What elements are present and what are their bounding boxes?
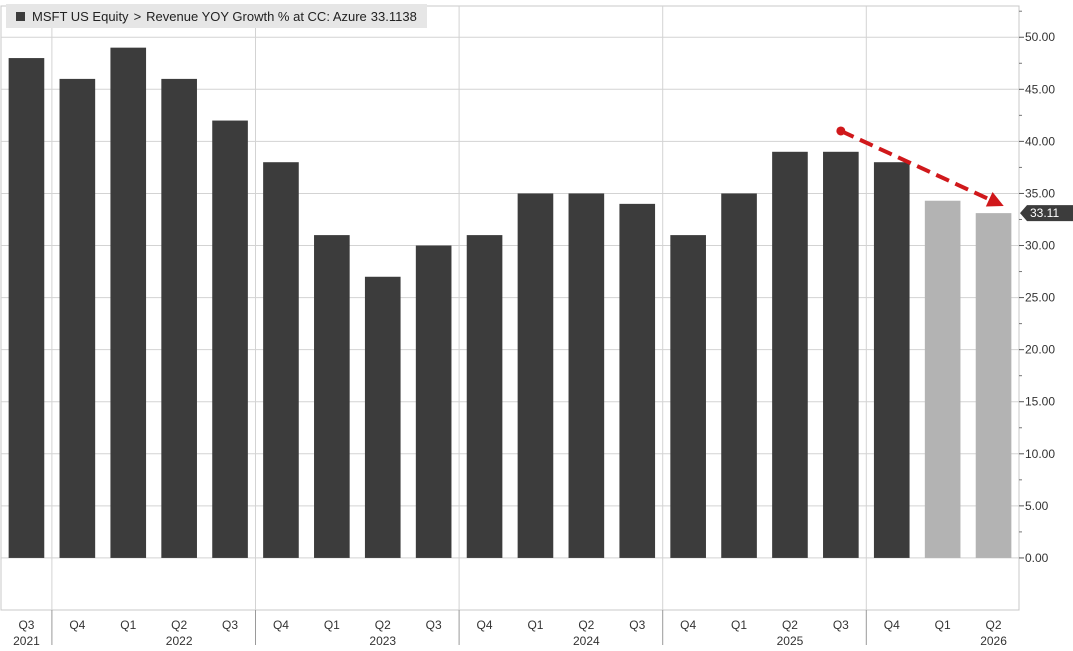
bar-q2-15 — [772, 151, 808, 558]
bar-q1-2 — [110, 47, 147, 558]
bar-q2-11 — [568, 193, 605, 558]
bar-q4-1 — [59, 78, 96, 558]
x-tick-label: Q2 — [986, 618, 1002, 632]
x-tick-label: Q4 — [69, 618, 85, 632]
y-tick-label: 30.00 — [1025, 239, 1055, 253]
last-value-tag — [1020, 205, 1073, 222]
bar-q3-16 — [823, 151, 859, 558]
x-tick-label: Q2 — [578, 618, 594, 632]
bar-q3-4 — [212, 120, 248, 558]
bar-q3-8 — [415, 245, 452, 558]
legend-separator: > — [133, 8, 142, 24]
bar-q3-12 — [619, 203, 656, 558]
bar-q3-0 — [8, 58, 45, 558]
x-tick-label: Q2 — [782, 618, 798, 632]
y-tick-label: 25.00 — [1025, 291, 1055, 305]
bar-q4-9 — [466, 235, 503, 558]
legend-field: Revenue YOY Growth % at CC: Azure — [146, 8, 367, 24]
legend-swatch — [16, 11, 25, 21]
x-tick-label: Q2 — [375, 618, 391, 632]
x-tick-label: Q1 — [324, 618, 340, 632]
legend-ticker: MSFT US Equity — [32, 8, 129, 24]
x-year-label: 2026 — [980, 634, 1007, 648]
x-year-label: 2025 — [777, 634, 804, 648]
bar-q1-10 — [517, 193, 554, 558]
trend-arrow-head — [985, 191, 1004, 207]
x-tick-label: Q4 — [477, 618, 493, 632]
x-tick-label: Q3 — [18, 618, 34, 632]
x-year-label: 2023 — [369, 634, 396, 648]
trend-arrow-start — [836, 126, 846, 136]
x-tick-label: Q2 — [171, 618, 187, 632]
bar-q2-3 — [161, 78, 197, 558]
y-tick-label: 10.00 — [1025, 447, 1055, 461]
y-tick-label: 5.00 — [1025, 499, 1049, 513]
x-tick-label: Q3 — [426, 618, 442, 632]
y-tick-label: 50.00 — [1025, 30, 1055, 44]
y-tick-label: 45.00 — [1025, 82, 1055, 96]
x-tick-label: Q4 — [680, 618, 696, 632]
bar-q1-18 — [924, 200, 961, 558]
x-tick-label: Q3 — [833, 618, 849, 632]
bar-q4-13 — [670, 235, 706, 558]
trend-arrow-line — [840, 129, 991, 202]
bar-q2-7 — [364, 276, 401, 558]
bar-q1-14 — [721, 193, 757, 558]
x-tick-label: Q4 — [273, 618, 289, 632]
x-tick-label: Q3 — [222, 618, 238, 632]
y-tick-label: 0.00 — [1025, 551, 1049, 565]
bar-q4-17 — [873, 162, 910, 558]
bar-q2-19 — [975, 213, 1012, 558]
x-tick-label: Q4 — [884, 618, 900, 632]
x-tick-label: Q1 — [120, 618, 136, 632]
legend-value: 33.1138 — [370, 8, 417, 24]
x-tick-label: Q1 — [935, 618, 951, 632]
x-year-label: 2024 — [573, 634, 600, 648]
bar-q4-5 — [263, 162, 299, 558]
x-tick-label: Q1 — [527, 618, 543, 632]
y-tick-label: 15.00 — [1025, 395, 1055, 409]
last-value-label: 33.11 — [1030, 206, 1059, 220]
x-tick-label: Q1 — [731, 618, 747, 632]
x-year-label: 2022 — [166, 634, 193, 648]
chart-legend: MSFT US Equity > Revenue YOY Growth % at… — [6, 4, 427, 28]
x-tick-label: Q3 — [629, 618, 645, 632]
y-tick-label: 20.00 — [1025, 343, 1055, 357]
x-year-label: 2021 — [13, 634, 40, 648]
bar-q1-6 — [314, 235, 350, 558]
y-tick-label: 35.00 — [1025, 186, 1055, 200]
y-tick-label: 40.00 — [1025, 134, 1055, 148]
